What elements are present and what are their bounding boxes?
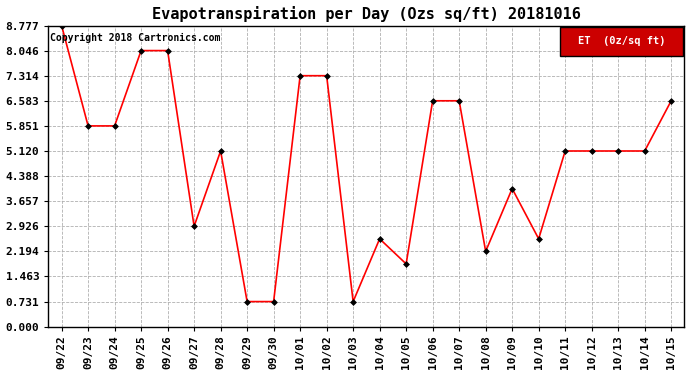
Text: ET  (0z/sq ft): ET (0z/sq ft) [578,36,666,46]
Bar [560,27,683,56]
Title: Evapotranspiration per Day (Ozs sq/ft) 20181016: Evapotranspiration per Day (Ozs sq/ft) 2… [152,6,581,21]
Text: Copyright 2018 Cartronics.com: Copyright 2018 Cartronics.com [50,33,220,43]
